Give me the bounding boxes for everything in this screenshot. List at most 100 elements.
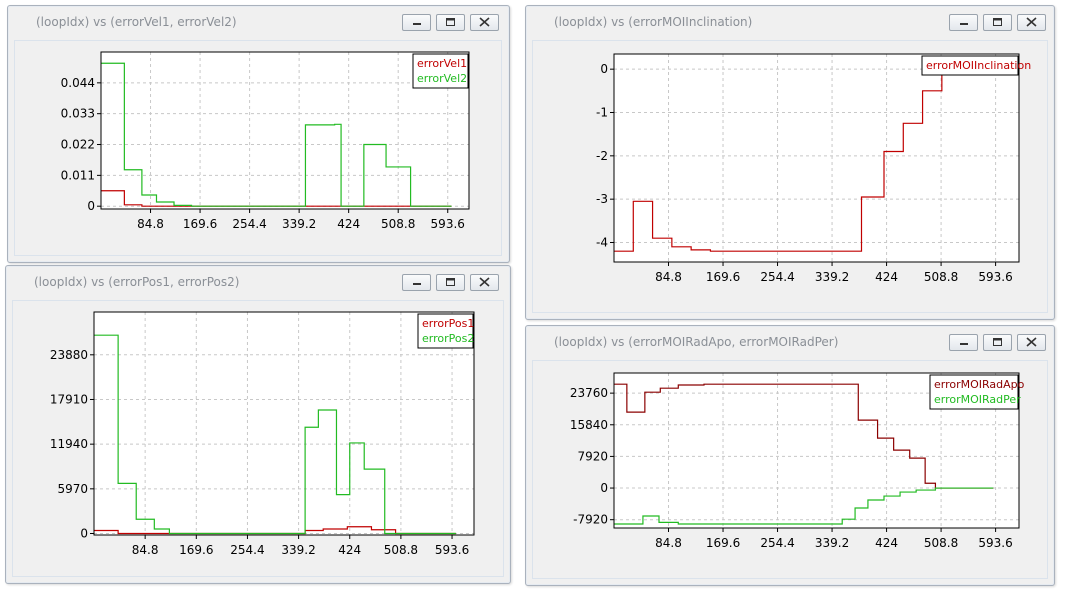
x-tick-label: 424 (337, 217, 360, 231)
close-icon (479, 17, 490, 27)
minimize-button[interactable] (949, 14, 978, 31)
plot-panel: 84.8 169.6 254.4 339.2 424 508.8 593.6 -7920 0 79… (532, 360, 1048, 579)
plot-frame (100, 51, 470, 210)
minimize-icon (413, 283, 421, 285)
legend-entry: errorPos2 (422, 332, 474, 345)
legend-entry: errorMOIInclination (926, 59, 1031, 72)
y-tick-label: -7920 (573, 513, 608, 527)
x-tick-label: 169.6 (179, 543, 213, 557)
x-tick-label: 593.6 (435, 543, 469, 557)
x-tick-label: 339.2 (282, 217, 316, 231)
window-titlebar[interactable]: (loopIdx) vs (errorPos1, errorPos2) (6, 266, 510, 300)
x-tick-label: 169.6 (183, 217, 217, 231)
window-titlebar[interactable]: (loopIdx) vs (errorVel1, errorVel2) (8, 6, 509, 40)
x-tick-label: 254.4 (760, 536, 794, 550)
plot-window-velocity: (loopIdx) vs (errorVel1, errorVel2) 84.8… (7, 5, 510, 263)
plot-window-inclination: (loopIdx) vs (errorMOIInclination) 84.8 1… (525, 5, 1055, 320)
legend: errorVel1 errorVel2 (412, 53, 469, 89)
legend: errorPos1 errorPos2 (417, 313, 474, 349)
window-title: (loopIdx) vs (errorMOIRadApo, errorMOIRa… (554, 335, 839, 349)
y-tick-label: 0.033 (61, 107, 95, 121)
close-button[interactable] (1017, 334, 1046, 351)
close-icon (1026, 337, 1037, 347)
plot-window-position: (loopIdx) vs (errorPos1, errorPos2) 84.8… (5, 265, 511, 584)
y-tick-label: 17910 (50, 392, 88, 406)
legend-entry: errorMOIRadApo (934, 378, 1025, 391)
x-tick-label: 424 (875, 270, 898, 284)
maximize-icon (446, 278, 455, 286)
legend-entry: errorPos1 (422, 317, 474, 330)
legend-box (921, 55, 1019, 76)
maximize-button[interactable] (436, 14, 465, 31)
legend-box (417, 313, 474, 349)
plot-window-radius: (loopIdx) vs (errorMOIRadApo, errorMOIRa… (525, 325, 1055, 586)
y-tick-label: 7920 (577, 449, 608, 463)
plot-panel: 84.8 169.6 254.4 339.2 424 508.8 593.6 0 0.011 0.… (14, 40, 502, 256)
y-tick-label: 0 (87, 199, 95, 213)
plot-area (614, 54, 1019, 262)
x-tick-label: 593.6 (431, 217, 465, 231)
y-tick-label: 0 (600, 481, 608, 495)
chart-velocity: 84.8 169.6 254.4 339.2 424 508.8 593.6 0 0.011 0.… (61, 51, 470, 231)
y-tick-label: 23760 (570, 386, 608, 400)
y-tick-label: -3 (596, 192, 608, 206)
plot-frame (613, 53, 1020, 263)
series-line-errorPos2 (94, 334, 456, 535)
close-button[interactable] (470, 274, 499, 291)
x-tick-label: 508.8 (924, 270, 958, 284)
y-tick-label: -4 (596, 236, 608, 250)
x-tick-label: 508.8 (381, 217, 415, 231)
x-tick-label: 593.6 (978, 270, 1012, 284)
close-icon (479, 277, 490, 287)
window-titlebar[interactable]: (loopIdx) vs (errorMOIRadApo, errorMOIRa… (526, 326, 1054, 360)
close-button[interactable] (1017, 14, 1046, 31)
x-tick-label: 339.2 (815, 536, 849, 550)
x-tick-label: 84.8 (132, 543, 159, 557)
chart-position: 84.8 169.6 254.4 339.2 424 508.8 593.6 0 5970 119… (50, 311, 475, 557)
x-tick-label: 169.6 (706, 270, 740, 284)
minimize-icon (413, 23, 421, 25)
x-tick-label: 84.8 (655, 270, 682, 284)
x-tick-label: 254.4 (760, 270, 794, 284)
y-tick-label: 5970 (57, 482, 88, 496)
plot-frame (613, 372, 1020, 529)
x-tick-label: 84.8 (137, 217, 164, 231)
maximize-button[interactable] (983, 334, 1012, 351)
window-title: (loopIdx) vs (errorPos1, errorPos2) (34, 275, 240, 289)
legend-box (929, 374, 1019, 410)
x-tick-label: 339.2 (281, 543, 315, 557)
x-tick-label: 508.8 (384, 543, 418, 557)
y-tick-label: 0.011 (61, 168, 95, 182)
x-tick-label: 424 (875, 536, 898, 550)
legend: errorMOIInclination (921, 55, 1031, 76)
plot-panel: 84.8 169.6 254.4 339.2 424 508.8 593.6 -4 -3 -2 -1… (532, 40, 1048, 313)
maximize-icon (446, 18, 455, 26)
x-tick-label: 339.2 (815, 270, 849, 284)
plot-area (101, 52, 469, 209)
maximize-icon (993, 18, 1002, 26)
close-button[interactable] (470, 14, 499, 31)
window-titlebar[interactable]: (loopIdx) vs (errorMOIInclination) (526, 6, 1054, 40)
minimize-icon (960, 23, 968, 25)
y-tick-label: 11940 (50, 437, 88, 451)
minimize-button[interactable] (402, 14, 431, 31)
x-tick-label: 593.6 (978, 536, 1012, 550)
maximize-button[interactable] (983, 14, 1012, 31)
x-tick-label: 169.6 (706, 536, 740, 550)
minimize-icon (960, 343, 968, 345)
minimize-button[interactable] (402, 274, 431, 291)
y-tick-label: 0.044 (61, 76, 95, 90)
maximize-button[interactable] (436, 274, 465, 291)
legend-entry: errorVel2 (417, 72, 467, 85)
series-line-errorMOIRadPer (614, 487, 994, 525)
legend-entry: errorVel1 (417, 57, 467, 70)
legend-entry: errorMOIRadPer (934, 393, 1021, 406)
y-tick-label: -1 (596, 106, 608, 120)
x-tick-label: 254.4 (230, 543, 264, 557)
maximize-icon (993, 338, 1002, 346)
minimize-button[interactable] (949, 334, 978, 351)
y-tick-label: 0 (600, 62, 608, 76)
close-icon (1026, 17, 1037, 27)
y-tick-label: -2 (596, 149, 608, 163)
plot-frame (93, 311, 475, 536)
